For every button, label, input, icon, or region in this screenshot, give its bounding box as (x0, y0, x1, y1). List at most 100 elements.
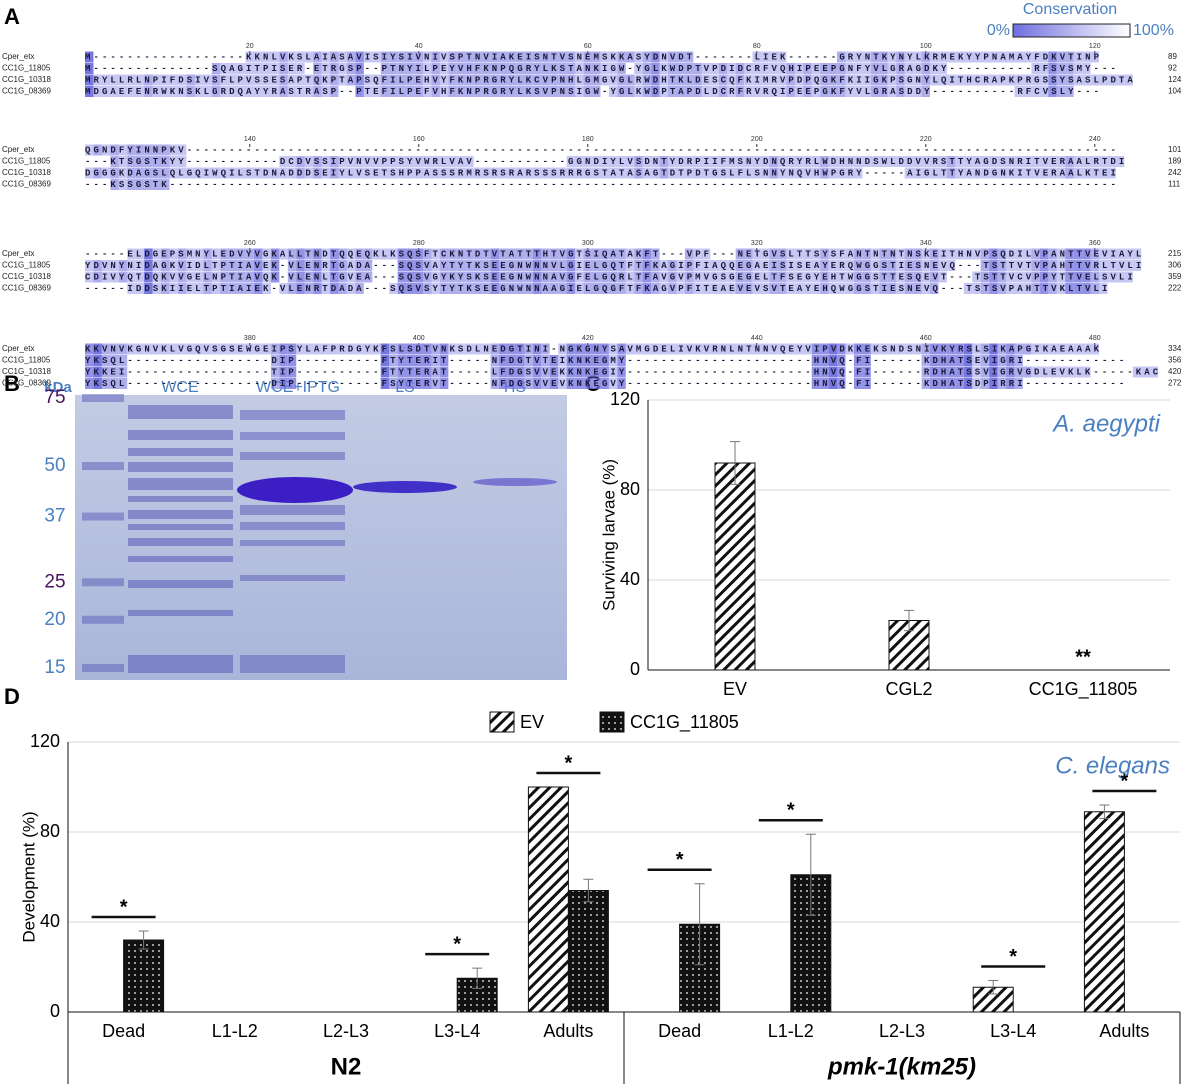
residue-shade (642, 63, 652, 74)
residue-shade (144, 144, 153, 156)
residue-shade (980, 343, 990, 355)
residue-shade (558, 248, 567, 260)
residue-shade (879, 86, 888, 97)
residue-shade (566, 51, 576, 63)
residue-shade (634, 74, 643, 86)
residue-shade (879, 74, 888, 86)
residue-shade (1065, 167, 1074, 179)
residue-shade (118, 366, 128, 378)
residue-shade (414, 51, 423, 63)
residue-shade (270, 355, 280, 366)
residue-shade (507, 366, 516, 378)
residue-shade (287, 51, 297, 63)
residue-shade (1065, 63, 1074, 74)
residue-shade (1014, 248, 1023, 260)
residue-shade (135, 271, 145, 283)
residue-shade (913, 74, 922, 86)
residue-shade (194, 248, 204, 260)
residue-shade (414, 167, 423, 179)
residue-shade (313, 271, 322, 283)
residue-shade (676, 74, 685, 86)
residue-shade (837, 86, 846, 97)
residue-shade (752, 74, 761, 86)
residue-shade (913, 156, 922, 167)
residue-shade (668, 167, 677, 179)
residue-shade (862, 156, 871, 167)
residue-shade (296, 74, 305, 86)
residue-shade (524, 74, 533, 86)
residue-shade (668, 260, 677, 271)
residue-shade (718, 343, 728, 355)
sequence-name: CC1G_10318 (2, 367, 51, 376)
residue-shade (414, 86, 423, 97)
residue-shade (566, 63, 576, 74)
residue-shade (1099, 167, 1108, 179)
residue-shade (1082, 63, 1091, 74)
residue-shade (862, 248, 871, 260)
residue-shade (1056, 260, 1066, 271)
residue-shade (904, 283, 914, 294)
residue-shade (194, 283, 204, 294)
y-tick-label: 0 (50, 1001, 60, 1021)
sequence-end: 272 (1168, 379, 1182, 388)
residue-shade (896, 343, 905, 355)
residue-shade (177, 167, 187, 179)
bar (1083, 811, 1125, 1013)
residue-shade (135, 343, 145, 355)
sequence-name: CC1G_10318 (2, 168, 51, 177)
residue-shade (617, 63, 626, 74)
residue-shade (617, 355, 626, 366)
residue-shade (1107, 74, 1116, 86)
residue-shade (355, 248, 364, 260)
residue-shade (870, 260, 880, 271)
residue-shade (389, 378, 398, 389)
residue-shade (431, 366, 440, 378)
sequence-name: Cper_etx (2, 344, 34, 353)
residue-shade (583, 260, 592, 271)
residue-shade (355, 86, 364, 97)
residue-shade (321, 271, 331, 283)
residue-shade (701, 74, 711, 86)
residue-shade (592, 167, 601, 179)
residue-shade (532, 355, 542, 366)
residue-shade (575, 355, 584, 366)
residue-shade (330, 283, 339, 294)
residue-shade (617, 271, 626, 283)
residue-shade (144, 74, 153, 86)
residue-shade (710, 283, 719, 294)
residue-shade (752, 156, 761, 167)
residue-shade (1132, 366, 1142, 378)
residue-shade (1006, 366, 1015, 378)
residue-shade (752, 51, 761, 63)
residue-shade (642, 343, 652, 355)
residue-shade (913, 260, 922, 271)
y-axis-label: Surviving larvae (%) (599, 459, 618, 611)
residue-shade (820, 167, 829, 179)
residue-shade (118, 271, 128, 283)
residue-shade (955, 74, 964, 86)
residue-shade (532, 343, 542, 355)
residue-shade (1039, 74, 1049, 86)
residue-shade (152, 283, 162, 294)
residue-shade (456, 86, 466, 97)
residue-shade (93, 355, 102, 366)
residue-shade (1039, 86, 1049, 97)
residue-shade (254, 74, 263, 86)
residue-shade (870, 343, 880, 355)
residue-shade (862, 366, 871, 378)
residue-shade (828, 248, 838, 260)
residue-shade (592, 51, 601, 63)
residue-shade (549, 378, 559, 389)
residue-shade (85, 167, 94, 179)
residue-shade (1107, 167, 1116, 179)
residue-shade (946, 167, 956, 179)
residue-shade (423, 156, 432, 167)
residue-shade (828, 271, 838, 283)
residue-shade (549, 167, 559, 179)
residue-shade (152, 271, 162, 283)
residue-shade (431, 355, 440, 366)
residue-shade (634, 86, 643, 97)
residue-shade (684, 343, 694, 355)
residue-shade (752, 167, 761, 179)
residue-shade (786, 248, 795, 260)
